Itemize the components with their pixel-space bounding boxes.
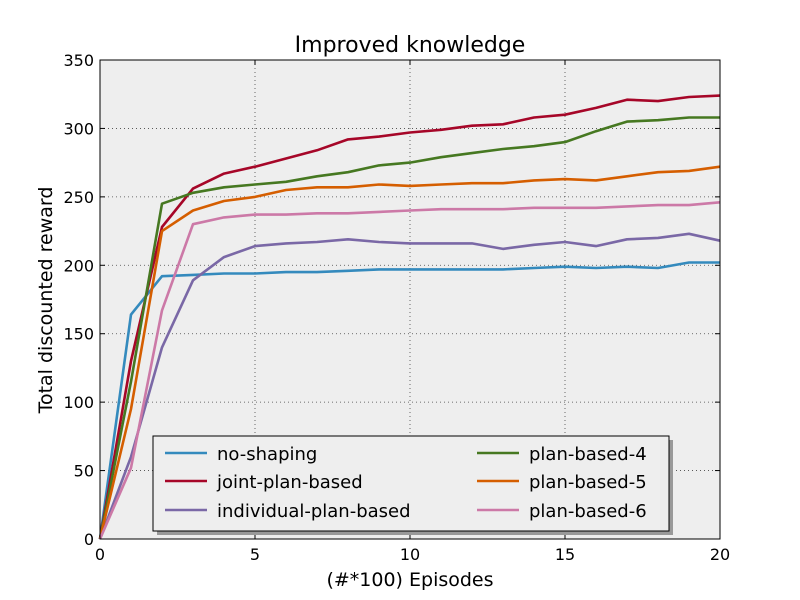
chart-title: Improved knowledge	[295, 33, 526, 58]
x-axis-label: (#*100) Episodes	[326, 569, 493, 591]
y-tick-label: 50	[74, 462, 94, 481]
x-tick-label: 10	[400, 545, 420, 564]
y-tick-label: 150	[63, 325, 94, 344]
y-tick-label: 300	[63, 119, 94, 138]
series-line-no-shaping	[98, 261, 720, 540]
x-tick-label: 5	[250, 545, 260, 564]
series-line-plan-based-4	[98, 116, 720, 540]
y-tick-label: 250	[63, 188, 94, 207]
y-tick-label: 350	[63, 51, 94, 70]
y-tick-label: 200	[63, 256, 94, 275]
y-tick-label: 0	[84, 530, 94, 549]
legend-label-joint-plan-based: joint-plan-based	[216, 472, 363, 493]
legend-label-plan-based-5: plan-based-5	[529, 472, 647, 493]
legend-label-plan-based-6: plan-based-6	[529, 501, 647, 522]
y-axis-label: Total discounted reward	[35, 187, 57, 415]
series-lines	[98, 94, 721, 540]
y-tick-label: 100	[63, 393, 94, 412]
legend: no-shaping joint-plan-based individual-pla…	[152, 435, 673, 535]
series-line-individual-plan-based	[98, 232, 721, 540]
series-line-plan-based-6	[98, 201, 721, 540]
x-tick-label: 20	[710, 545, 730, 564]
legend-box	[152, 435, 670, 532]
series-line-joint-plan-based	[98, 94, 721, 540]
series-line-plan-based-5	[98, 165, 721, 540]
legend-label-individual-plan-based: individual-plan-based	[217, 501, 411, 522]
legend-label-no-shaping: no-shaping	[217, 444, 317, 465]
x-tick-label: 0	[95, 545, 105, 564]
legend-label-plan-based-4: plan-based-4	[529, 444, 647, 465]
x-tick-label: 15	[555, 545, 575, 564]
